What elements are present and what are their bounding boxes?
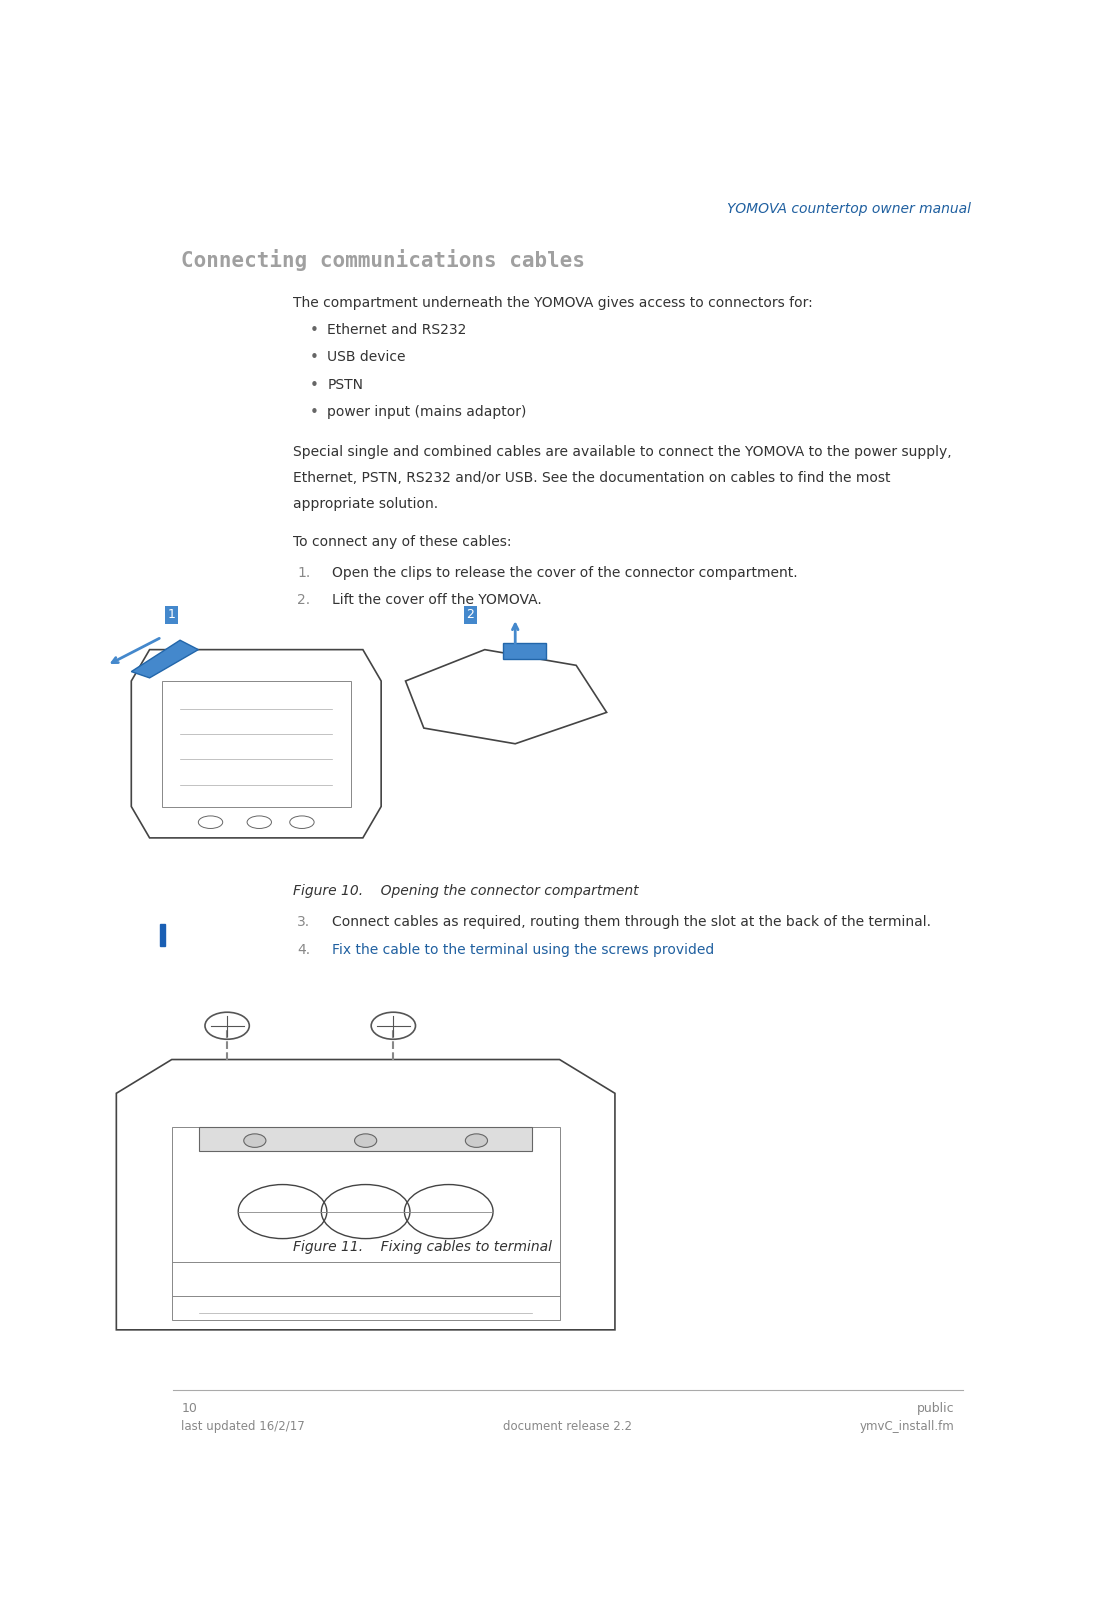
Text: appropriate solution.: appropriate solution.	[293, 497, 438, 510]
Text: Ethernet and RS232: Ethernet and RS232	[328, 323, 466, 338]
Circle shape	[465, 1134, 488, 1147]
Text: Ethernet, PSTN, RS232 and/or USB. See the documentation on cables to find the mo: Ethernet, PSTN, RS232 and/or USB. See th…	[293, 470, 891, 484]
Circle shape	[244, 1134, 266, 1147]
Text: Open the clips to release the cover of the connector compartment.: Open the clips to release the cover of t…	[331, 566, 798, 579]
Text: Special single and combined cables are available to connect the YOMOVA to the po: Special single and combined cables are a…	[293, 444, 952, 459]
Bar	[160, 924, 165, 946]
Text: Figure 11.    Fixing cables to terminal: Figure 11. Fixing cables to terminal	[293, 1241, 552, 1253]
Text: 1.: 1.	[297, 566, 310, 579]
Text: 1: 1	[168, 608, 176, 621]
Text: public: public	[916, 1403, 954, 1416]
Text: •: •	[310, 351, 319, 365]
Text: PSTN: PSTN	[328, 378, 363, 391]
Text: 2: 2	[466, 608, 474, 621]
Text: Connecting communications cables: Connecting communications cables	[182, 249, 585, 270]
Text: 4.: 4.	[297, 943, 310, 957]
Text: 10: 10	[182, 1403, 197, 1416]
Polygon shape	[199, 1128, 532, 1150]
Text: USB device: USB device	[328, 351, 406, 364]
Text: Figure 10.    Opening the connector compartment: Figure 10. Opening the connector compart…	[293, 885, 638, 898]
Text: ymvC_install.fm: ymvC_install.fm	[860, 1419, 954, 1432]
Text: The compartment underneath the YOMOVA gives access to connectors for:: The compartment underneath the YOMOVA gi…	[293, 296, 813, 311]
Text: power input (mains adaptor): power input (mains adaptor)	[328, 405, 526, 418]
Text: To connect any of these cables:: To connect any of these cables:	[293, 536, 512, 549]
Polygon shape	[132, 640, 198, 677]
Text: Connect cables as required, routing them through the slot at the back of the ter: Connect cables as required, routing them…	[331, 916, 931, 930]
Circle shape	[355, 1134, 377, 1147]
Text: Lift the cover off the YOMOVA.: Lift the cover off the YOMOVA.	[331, 594, 542, 607]
Text: Fix the cable to the terminal using the screws provided: Fix the cable to the terminal using the …	[331, 943, 714, 957]
Polygon shape	[503, 644, 545, 660]
Text: •: •	[310, 378, 319, 393]
Text: last updated 16/2/17: last updated 16/2/17	[182, 1419, 305, 1432]
Text: •: •	[310, 323, 319, 338]
Text: 2.: 2.	[297, 594, 310, 607]
Text: YOMOVA countertop owner manual: YOMOVA countertop owner manual	[728, 201, 972, 216]
Text: document release 2.2: document release 2.2	[503, 1419, 633, 1432]
Text: •: •	[310, 405, 319, 420]
Text: 3.: 3.	[297, 916, 310, 930]
